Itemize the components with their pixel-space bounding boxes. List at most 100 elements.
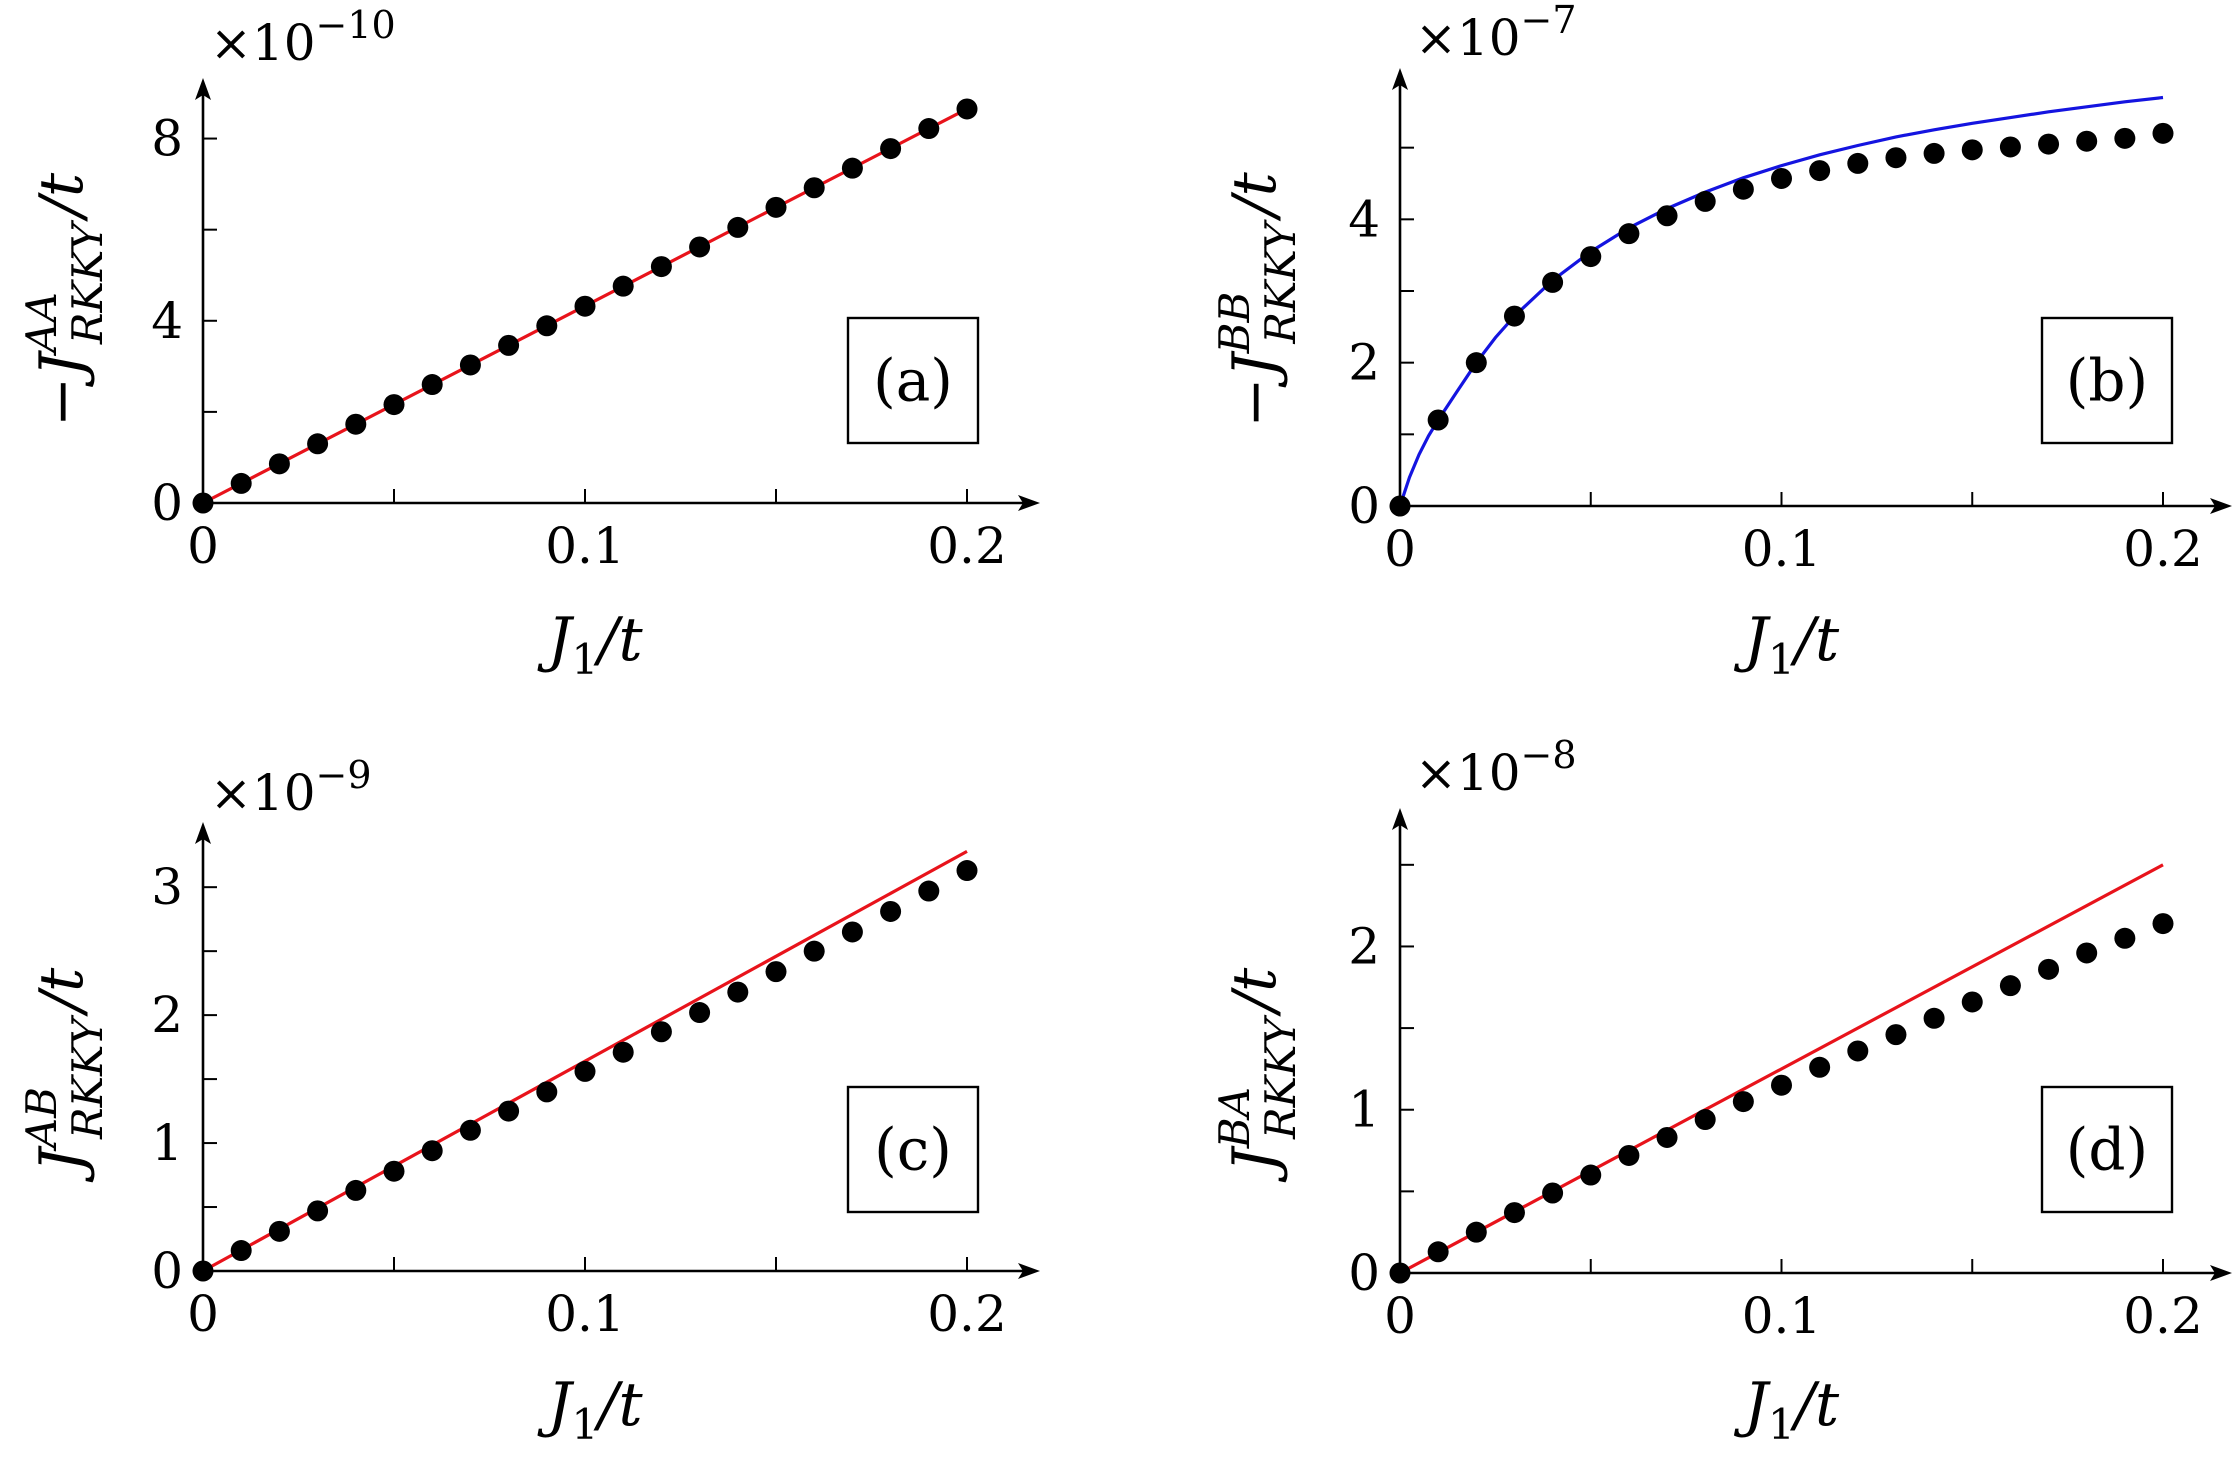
x-axis-label: J1/t — [536, 605, 643, 684]
x-tick-label: 0 — [187, 1285, 219, 1343]
data-point — [345, 1179, 367, 1201]
data-point — [765, 196, 787, 218]
data-point — [1503, 305, 1525, 327]
theory-line — [1399, 863, 2164, 1275]
data-point — [1580, 1164, 1602, 1186]
x-axis-arrow — [1018, 1263, 1040, 1279]
y-axis-arrow — [1392, 68, 1408, 90]
data-point — [1771, 167, 1792, 189]
x-axis-arrow — [2210, 498, 2232, 514]
data-point — [498, 1100, 520, 1122]
data-point — [2114, 927, 2136, 949]
data-point — [268, 453, 290, 475]
chart-panel-c: 0 0.1 0.2 0 1 2 3 ×10−9 (c) JABRKKY/t J1/t — [17, 753, 1040, 1449]
y-axis-label: −JBBRKKY/t — [1210, 171, 1305, 427]
data-point — [1999, 136, 2021, 158]
data-point — [1809, 160, 1831, 182]
y-axis-label: −JAARKKY/t — [17, 172, 112, 427]
y-multiplier: ×10−9 — [210, 753, 372, 822]
data-point — [1771, 1074, 1792, 1096]
data-point — [230, 472, 252, 494]
y-tick-label: 0 — [1348, 1244, 1380, 1302]
data-point — [459, 1119, 481, 1141]
data-point — [918, 118, 940, 140]
data-point — [727, 216, 749, 238]
data-point — [307, 1200, 329, 1222]
y-tick-label: 0 — [151, 474, 183, 532]
data-point — [1732, 1091, 1754, 1113]
data-point — [2038, 133, 2060, 155]
x-tick-label: 0.2 — [927, 517, 1007, 575]
panel-label: (d) — [2066, 1116, 2148, 1184]
data-point — [1427, 409, 1449, 431]
data-point — [765, 961, 787, 983]
data-point — [880, 138, 902, 160]
x-tick-label: 0.1 — [545, 1285, 625, 1343]
data-point — [268, 1220, 290, 1242]
data-point — [1923, 1007, 1945, 1029]
data-point — [803, 940, 825, 962]
data-point — [1389, 1262, 1411, 1284]
data-point — [1694, 1109, 1716, 1131]
data-point — [383, 394, 405, 416]
data-point — [1961, 991, 1983, 1013]
theory-line — [1398, 95, 2164, 507]
panel-label: (a) — [873, 347, 953, 415]
data-point — [1961, 139, 1983, 161]
x-tick-label: 0.1 — [545, 517, 625, 575]
y-tick-label: 2 — [151, 986, 183, 1044]
data-point — [1389, 495, 1411, 517]
data-point — [1656, 1126, 1678, 1148]
data-point — [230, 1240, 252, 1262]
x-tick-label: 0 — [1384, 1287, 1416, 1345]
data-point — [1923, 142, 1945, 164]
chart-panel-a: 0 0.1 0.2 0 4 8 ×10−10 (a) −JAARKKY/t J1/t — [17, 3, 1040, 684]
data-point — [536, 1081, 558, 1103]
data-point — [2038, 958, 2060, 980]
panel-label-box — [2040, 1085, 2174, 1214]
data-point — [956, 98, 978, 120]
y-tick-label: 4 — [151, 292, 183, 350]
y-tick-label: 8 — [151, 110, 183, 168]
x-tick-label: 0.1 — [1742, 520, 1822, 578]
panel-label-box — [846, 1085, 980, 1214]
x-axis-label: J1/t — [536, 1370, 643, 1449]
data-point — [1618, 1144, 1640, 1166]
data-point — [650, 1021, 672, 1043]
data-point — [574, 1060, 596, 1082]
x-axis-label: J1/t — [1733, 1370, 1840, 1449]
data-point — [918, 880, 940, 902]
y-axis-arrow — [195, 78, 211, 100]
data-point — [1427, 1241, 1449, 1263]
y-axis-label: JABRKKY/t — [17, 967, 112, 1183]
data-point — [841, 157, 863, 179]
data-point — [1809, 1056, 1831, 1078]
x-tick-label: 0.2 — [2123, 520, 2203, 578]
data-point — [689, 1002, 711, 1024]
data-point — [2076, 130, 2098, 152]
data-point — [192, 492, 214, 514]
panel-label-box — [2040, 316, 2174, 445]
data-point — [383, 1160, 405, 1182]
data-point — [1580, 246, 1602, 268]
y-tick-label: 0 — [151, 1242, 183, 1300]
x-axis-arrow — [2210, 1265, 2232, 1281]
data-point — [345, 413, 367, 435]
data-point — [1732, 178, 1754, 200]
data-point — [1999, 975, 2021, 997]
y-tick-label: 1 — [151, 1114, 183, 1172]
data-point — [574, 295, 596, 317]
data-point — [1542, 271, 1564, 293]
y-tick-label: 4 — [1348, 190, 1380, 248]
data-point — [841, 921, 863, 943]
data-point — [2152, 913, 2174, 935]
data-point — [1847, 1040, 1869, 1062]
data-point — [1656, 205, 1678, 227]
chart-panel-b: 0 0.1 0.2 0 2 4 ×10−7 (b) −JBBRKKY/t J1/t — [1210, 0, 2232, 684]
y-tick-label: 2 — [1348, 334, 1380, 392]
data-point — [1885, 1024, 1907, 1046]
y-multiplier: ×10−7 — [1415, 0, 1577, 67]
y-multiplier: ×10−8 — [1415, 733, 1577, 802]
data-point — [803, 177, 825, 199]
